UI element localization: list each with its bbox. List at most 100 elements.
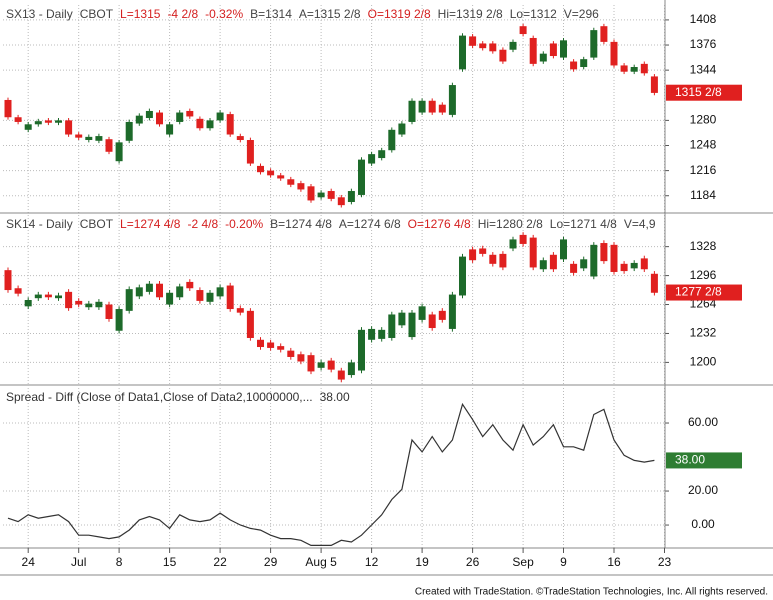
candle-body (287, 179, 295, 185)
candle-body (388, 129, 396, 151)
candle-body (640, 63, 648, 74)
candle-body (469, 249, 477, 261)
candle-body (14, 117, 22, 122)
candle-body (650, 76, 658, 93)
candle-body (590, 244, 598, 277)
candle-body (479, 248, 487, 254)
candle-body (448, 85, 456, 115)
candle-body (448, 294, 456, 329)
candle-body (469, 36, 477, 46)
header-item: Hi=1280 2/8 (478, 217, 543, 231)
candle-body (408, 100, 416, 122)
candle-body (317, 192, 325, 198)
candle-body (398, 312, 406, 326)
header-item: -0.20% (225, 217, 263, 231)
candle-body (196, 290, 204, 301)
candle-body (479, 43, 487, 49)
candle-body (378, 150, 386, 159)
y-tick-label: 1184 (690, 188, 716, 202)
candle-body (257, 165, 264, 173)
candle-body (85, 303, 93, 308)
candle-body (358, 329, 365, 371)
x-tick-label: 9 (560, 555, 567, 569)
candle-body (307, 186, 315, 201)
candle-body (590, 30, 598, 58)
candle-body (95, 136, 103, 141)
x-tick-label: Sep (512, 555, 534, 569)
candle-body (358, 159, 365, 195)
candle-body (105, 304, 113, 319)
candle-body (267, 170, 275, 176)
y-tick-label: 1408 (690, 12, 717, 26)
last-value-box (666, 452, 742, 469)
x-tick-label: Jul (71, 555, 86, 569)
candle-body (560, 40, 567, 58)
header-item: -0.32% (205, 7, 243, 21)
candle-body (509, 41, 517, 50)
y-tick-label: 1296 (690, 268, 717, 282)
candle-body (135, 287, 143, 297)
candle-body (176, 286, 184, 298)
candle-body (55, 120, 62, 123)
candle-body (620, 65, 628, 72)
header-item: O=1276 4/8 (408, 217, 471, 231)
candle-body (186, 110, 194, 117)
header-item: B=1274 4/8 (270, 217, 332, 231)
y-tick-label: 1376 (690, 37, 717, 51)
header-item: -2 4/8 (187, 217, 218, 231)
candle-body (65, 291, 73, 309)
candle-body (196, 118, 204, 129)
y-tick-label: 20.00 (688, 483, 718, 497)
footer: Created with TradeStation. ©TradeStation… (415, 587, 768, 598)
candle-body (307, 355, 315, 372)
candle-body (44, 120, 52, 123)
candle-body (327, 191, 335, 199)
candle-body (105, 139, 113, 152)
y-tick-label: 60.00 (688, 415, 718, 429)
candle-body (85, 136, 93, 141)
candle-body (246, 310, 254, 338)
candle-body (186, 281, 194, 289)
candle-body (640, 258, 648, 270)
candle-body (438, 310, 446, 320)
candle-body (580, 259, 588, 269)
candle-body (236, 308, 244, 313)
candle-body (600, 243, 608, 262)
candle-body (287, 350, 295, 357)
candle-body (24, 300, 32, 307)
candle-body (368, 154, 376, 164)
candle-body (580, 59, 588, 68)
candle-body (125, 289, 133, 311)
y-tick-label: 1216 (690, 163, 717, 177)
candle-body (499, 49, 507, 62)
candle-body (337, 370, 345, 380)
candle-body (115, 142, 123, 162)
candle-body (156, 283, 163, 298)
candle-body (650, 273, 658, 293)
candle-body (428, 314, 436, 329)
header-item: L=1274 4/8 (120, 217, 181, 231)
header-item: -4 2/8 (167, 7, 198, 21)
candle-body (570, 263, 578, 273)
panel: SX13 - Daily CBOT L=1315 -4 2/8 -0.32% B=1314… (3, 5, 665, 213)
candle-body (327, 360, 335, 370)
candle-body (459, 35, 466, 70)
candle-body (95, 301, 103, 308)
candle-body (4, 270, 12, 291)
candle-body (418, 100, 426, 113)
header-item: 38.00 (320, 390, 350, 404)
candle-body (388, 314, 396, 338)
y-tick-label: 0.00 (691, 517, 715, 531)
header-item: SK14 - Daily (6, 217, 73, 231)
header-item: Hi=1319 2/8 (438, 7, 503, 21)
panel-header: SK14 - Daily CBOT L=1274 4/8 -2 4/8 -0.20% B=… (6, 217, 656, 231)
header-item: B=1314 (250, 7, 292, 21)
candle-body (347, 191, 355, 203)
x-tick-label: 23 (658, 555, 672, 569)
last-value-label: 1277 2/8 (675, 285, 722, 299)
candle-body (246, 140, 254, 164)
header-item: CBOT (80, 217, 114, 231)
candle-body (236, 136, 244, 141)
last-value-label: 38.00 (675, 453, 705, 467)
